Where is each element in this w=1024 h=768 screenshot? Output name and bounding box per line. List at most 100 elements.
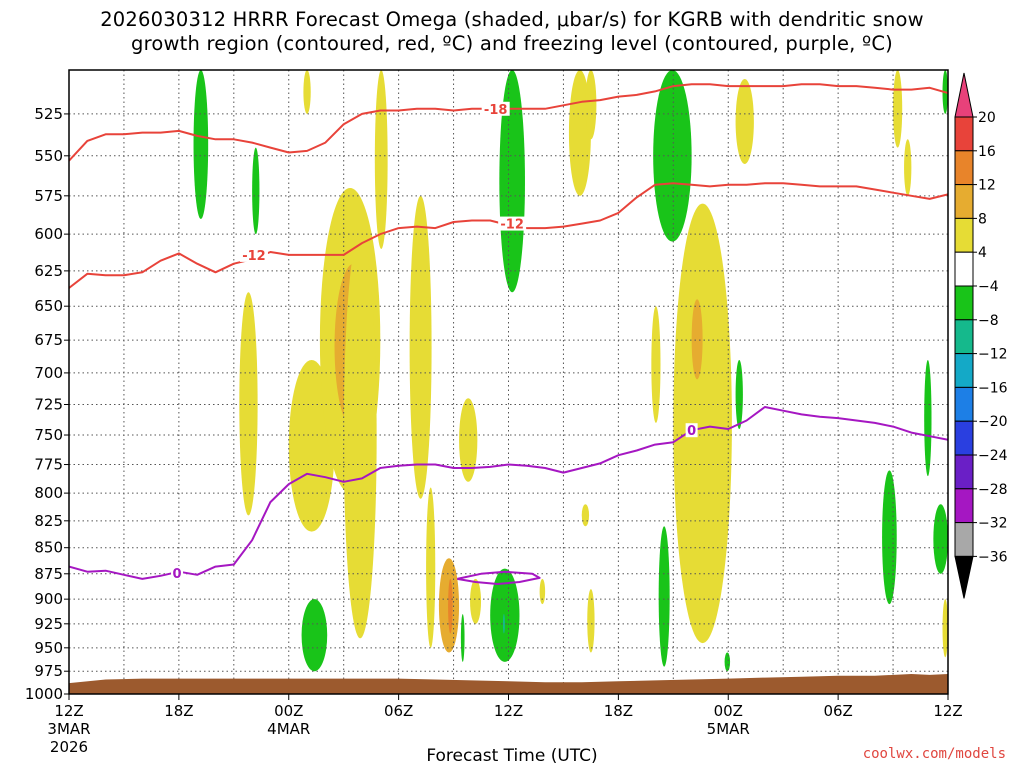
colorbar-label-13: −36	[978, 549, 1008, 565]
y-tick-label-525: 525	[34, 105, 63, 123]
contour-labels: -18 -12 -12 0 0	[171, 101, 698, 582]
y-tick-label-1000: 1000	[25, 685, 63, 703]
site-credit: coolwx.com/models	[862, 746, 1006, 762]
x-tick-label-6: 00Z	[714, 702, 743, 720]
ground-polygon	[69, 674, 948, 694]
omega-cell-34	[904, 139, 912, 196]
colorbar-segment-5	[954, 285, 974, 321]
y-tick-label-875: 875	[34, 565, 63, 583]
y-tick-label-975: 975	[34, 662, 63, 680]
omega-cell-23	[581, 504, 590, 527]
y-tick-label-950: 950	[34, 639, 63, 657]
colorbar-label-2: 12	[978, 178, 996, 194]
omega-cell-29	[691, 299, 703, 380]
omega-cell-3	[239, 292, 258, 516]
omega-cell-25	[651, 306, 661, 423]
contour-label-bg-3	[171, 565, 184, 580]
x-tick-year-0: 2026	[50, 738, 88, 756]
colorbar-label-6: −8	[978, 313, 999, 329]
contour-label-bg-4	[685, 423, 698, 438]
colorbar-segment-12	[954, 522, 974, 557]
colorbar-label-3: 8	[978, 211, 987, 227]
colorbar-bottom-arrow	[954, 555, 974, 599]
y-tick-label-750: 750	[34, 426, 63, 444]
omega-shading	[193, 70, 948, 672]
omega-cell-13	[448, 578, 453, 634]
omega-cell-35	[882, 470, 897, 605]
x-tick-date-0: 3MAR	[47, 720, 90, 738]
colorbar-segment-2	[954, 184, 974, 219]
omega-cell-31	[735, 359, 743, 429]
y-tick-label-775: 775	[34, 456, 63, 474]
y-tick-label-925: 925	[34, 615, 63, 633]
colorbar-segment-3	[954, 217, 974, 253]
colorbar-segment-7	[954, 353, 974, 388]
colorbar-label-0: 20	[978, 110, 996, 126]
omega-cell-17	[490, 568, 520, 662]
omega-cell-9	[374, 70, 388, 249]
ground-surface	[69, 674, 948, 694]
omega-cell-14	[459, 398, 478, 482]
x-tick-date-2: 4MAR	[267, 720, 310, 738]
x-tick-label-2: 00Z	[274, 702, 303, 720]
y-tick-label-625: 625	[34, 262, 63, 280]
colorbar-segment-10	[954, 454, 974, 490]
colorbar-label-11: −28	[978, 482, 1008, 498]
omega-cell-36	[924, 359, 932, 477]
colorbar-segment-9	[954, 420, 974, 456]
colorbar-label-12: −32	[978, 516, 1008, 532]
contour-label-1: -12	[242, 249, 266, 264]
y-tick-label-900: 900	[34, 590, 63, 608]
colorbar-segment-1	[954, 150, 974, 186]
colorbar-label-10: −24	[978, 448, 1008, 464]
omega-cell-19	[499, 70, 525, 293]
omega-cell-33	[893, 70, 903, 148]
colorbar-segment-0	[954, 116, 974, 152]
x-tick-label-1: 18Z	[164, 702, 193, 720]
y-tick-label-600: 600	[34, 225, 63, 243]
contour-label-2: -12	[500, 218, 524, 233]
colorbar-segment-6	[954, 319, 974, 355]
omega-cell-28	[673, 203, 732, 644]
contour-label-4: 0	[687, 424, 696, 439]
omega-cell-10	[409, 195, 432, 499]
colorbar-segment-11	[954, 488, 974, 524]
grid-lines	[69, 70, 948, 694]
y-axis-ticks: 525 550 575 600 625 650 675 700 725 750 775 800 825 8…	[25, 105, 69, 703]
omega-cell-37	[933, 504, 948, 574]
contour-label-bg-2	[498, 216, 527, 231]
omega-cell-0	[193, 70, 209, 219]
chart-title-line-2: growth region (contoured, red, ºC) and f…	[131, 32, 893, 55]
x-tick-label-5: 18Z	[604, 702, 633, 720]
omega-cell-26	[658, 526, 670, 667]
colorbar: 20 16 12 8 4 −4 −8 −12 −16 −20 −24 −28 −32 −36	[954, 72, 1008, 599]
y-tick-label-550: 550	[34, 147, 63, 165]
x-tick-date-6: 5MAR	[707, 720, 750, 738]
y-tick-label-800: 800	[34, 484, 63, 502]
colorbar-label-1: 16	[978, 144, 996, 160]
y-tick-label-675: 675	[34, 331, 63, 349]
chart-title-line-1: 2026030312 HRRR Forecast Omega (shaded, …	[100, 8, 924, 31]
y-tick-label-825: 825	[34, 512, 63, 530]
contour-label-3: 0	[173, 567, 182, 582]
chart-title: 2026030312 HRRR Forecast Omega (shaded, …	[0, 8, 1024, 56]
x-tick-label-3: 06Z	[384, 702, 413, 720]
omega-cell-11	[426, 487, 436, 648]
omega-cell-30	[724, 652, 731, 672]
omega-cell-18	[502, 614, 505, 634]
omega-cell-38	[942, 599, 948, 658]
colorbar-top-arrow	[954, 72, 974, 118]
colorbar-segment-4	[954, 251, 974, 287]
omega-cell-24	[587, 589, 595, 653]
colorbar-label-8: −16	[978, 380, 1008, 396]
contour-label-bg-0	[481, 101, 510, 116]
omega-cell-16	[470, 578, 482, 624]
omega-cell-2	[303, 70, 311, 114]
y-tick-label-650: 650	[34, 297, 63, 315]
x-axis-label: Forecast Time (UTC)	[426, 746, 598, 766]
contour-line-2	[69, 406, 948, 580]
colorbar-label-9: −20	[978, 414, 1008, 430]
omega-cell-8	[301, 599, 328, 672]
